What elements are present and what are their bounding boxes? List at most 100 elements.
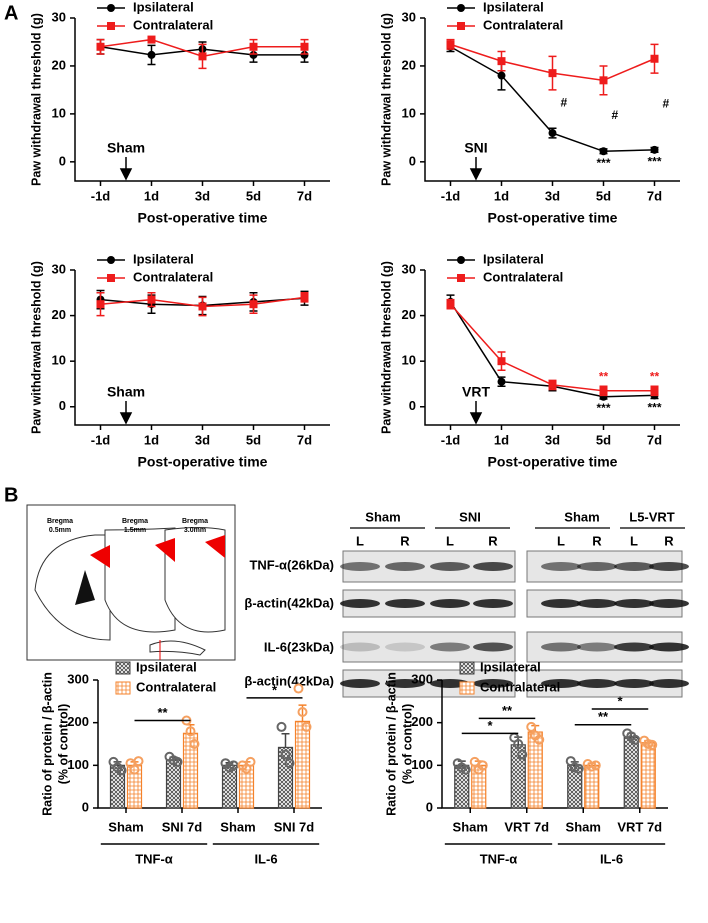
y-tick-label: 0 bbox=[59, 398, 66, 413]
legend-label: Contralateral bbox=[480, 679, 560, 694]
data-point bbox=[116, 765, 127, 776]
marker bbox=[198, 302, 207, 311]
data-point bbox=[460, 764, 471, 775]
legend-label: Ipsilateral bbox=[483, 0, 544, 14]
series-line bbox=[449, 303, 655, 392]
marker bbox=[249, 42, 258, 51]
x-tick-label: -1d bbox=[441, 188, 461, 203]
bar bbox=[640, 742, 656, 809]
significance-mark: # bbox=[663, 96, 670, 110]
data-point bbox=[517, 749, 528, 760]
data-point bbox=[284, 758, 295, 769]
y-tick-label: 20 bbox=[52, 307, 66, 322]
y-tick-label: 30 bbox=[402, 9, 416, 24]
blot-band bbox=[385, 562, 425, 571]
significance-mark: * bbox=[272, 682, 278, 697]
data-point bbox=[643, 739, 654, 749]
x-tick-label: 1d bbox=[144, 188, 159, 203]
x-axis-label: Post-operative time bbox=[488, 454, 618, 470]
blot-band bbox=[541, 562, 581, 571]
marker bbox=[650, 145, 659, 154]
legend-label: Ipsilateral bbox=[483, 251, 544, 266]
marker bbox=[497, 71, 506, 80]
x-tick-label: 3d bbox=[195, 432, 210, 447]
blot-band bbox=[473, 599, 513, 608]
lane-label: L bbox=[557, 533, 565, 548]
significance-mark: *** bbox=[647, 154, 661, 168]
y-tick-label: 0 bbox=[82, 799, 89, 814]
blot-band bbox=[385, 679, 425, 688]
blot-group: Sham bbox=[365, 509, 400, 524]
legend-label: Ipsilateral bbox=[480, 659, 541, 674]
data-point bbox=[297, 707, 308, 717]
blot-band bbox=[430, 642, 470, 652]
x-tick-label: 3d bbox=[195, 188, 210, 203]
x-tick-label: Sham bbox=[108, 819, 143, 834]
blot-band bbox=[577, 599, 617, 608]
legend-label: Ipsilateral bbox=[133, 0, 194, 14]
brain-section-label: 3.0mm bbox=[184, 527, 206, 534]
y-tick-label: 20 bbox=[402, 307, 416, 322]
marker bbox=[300, 50, 309, 59]
group-label: IL-6 bbox=[254, 851, 277, 866]
marker bbox=[599, 147, 608, 156]
marker bbox=[147, 35, 156, 44]
lane-label: L bbox=[630, 533, 638, 548]
blot-band bbox=[541, 679, 581, 688]
blot-band bbox=[649, 599, 689, 608]
legend-marker bbox=[107, 256, 115, 264]
marker bbox=[198, 52, 207, 61]
data-point bbox=[245, 756, 256, 767]
data-point bbox=[129, 764, 140, 775]
legend-label: Contralateral bbox=[136, 679, 216, 694]
x-tick-label: -1d bbox=[441, 432, 461, 447]
x-axis-label: Post-operative time bbox=[138, 454, 268, 470]
x-tick-label: SNI 7d bbox=[162, 819, 203, 834]
axis bbox=[424, 270, 680, 426]
lane-label: R bbox=[400, 533, 410, 548]
y-tick-label: 10 bbox=[402, 353, 416, 368]
data-point bbox=[590, 760, 601, 771]
blot-band bbox=[577, 562, 617, 571]
bar bbox=[294, 720, 311, 809]
group-label: TNF-α bbox=[135, 851, 173, 866]
y-axis-label: Ratio of protein / β-actin bbox=[384, 672, 398, 816]
data-point bbox=[301, 721, 312, 732]
data-point bbox=[185, 726, 196, 737]
y-tick-label: 100 bbox=[411, 757, 433, 772]
y-axis-label: Paw withdrawal threshold (g) bbox=[379, 261, 393, 434]
x-tick-label: 5d bbox=[246, 188, 261, 203]
x-tick-label: VRT 7d bbox=[617, 819, 662, 834]
data-point bbox=[630, 734, 641, 745]
legend-swatch bbox=[115, 661, 131, 675]
blot-band bbox=[473, 679, 513, 688]
protein-label: β-actin(42kDa) bbox=[244, 673, 334, 688]
x-tick-label: SNI 7d bbox=[274, 819, 315, 834]
marker bbox=[147, 50, 156, 59]
axis bbox=[74, 18, 330, 182]
significance-mark: ** bbox=[650, 369, 660, 383]
axis bbox=[424, 18, 680, 182]
brain-section-label: 0.5mm bbox=[49, 527, 71, 534]
legend-marker bbox=[107, 4, 115, 12]
lane-label: L bbox=[356, 533, 364, 548]
x-tick-label: 1d bbox=[144, 432, 159, 447]
y-axis-label: Paw withdrawal threshold (g) bbox=[29, 261, 43, 434]
western-blot: Sham SNI Sham L5-VRT L R L R L R L R TNF… bbox=[244, 509, 689, 698]
blot-band bbox=[385, 599, 425, 608]
marker bbox=[497, 357, 506, 366]
marker bbox=[599, 386, 608, 395]
marker bbox=[650, 54, 659, 63]
bar bbox=[623, 736, 639, 809]
significance-mark: *** bbox=[596, 401, 610, 415]
marker bbox=[300, 42, 309, 51]
marker bbox=[497, 57, 506, 66]
data-point bbox=[647, 739, 658, 750]
blot-group: L5-VRT bbox=[629, 509, 675, 524]
legend-swatch bbox=[459, 661, 475, 675]
data-point bbox=[513, 739, 524, 749]
blot-band bbox=[473, 562, 513, 571]
data-point bbox=[469, 756, 480, 767]
data-point bbox=[133, 756, 144, 767]
x-tick-label: VRT 7d bbox=[504, 819, 549, 834]
